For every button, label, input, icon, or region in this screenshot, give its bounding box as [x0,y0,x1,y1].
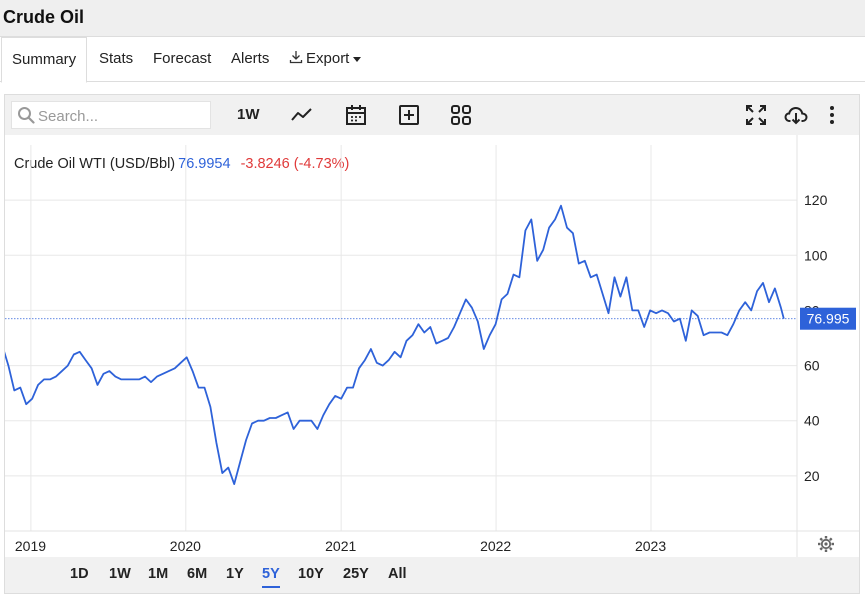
tab-forecast-label: Forecast [153,50,212,67]
range-button-1d[interactable]: 1D [70,566,89,582]
tab-stats-label: Stats [99,50,134,67]
tab-stats[interactable]: Stats [99,37,133,82]
y-tick-label: 120 [804,192,828,208]
chart-plot[interactable]: 204060801001202019202020212022202376.995 [5,135,859,557]
x-tick-label: 2022 [480,538,511,554]
caret-down-icon [353,56,362,62]
tab-bar: Summary Stats Forecast Alerts Export [0,37,865,83]
range-button-all[interactable]: All [388,566,407,582]
legend-value: 76.9954 [178,156,231,172]
range-button-6m[interactable]: 6M [187,566,208,582]
grid-icon[interactable] [449,103,473,127]
legend-change: -3.8246 (-4.73%) [240,156,350,172]
tab-export-label: Export [306,50,350,67]
range-button-1m[interactable]: 1M [148,566,169,582]
last-value-marker [800,307,856,330]
plus-square-icon[interactable] [397,103,421,127]
download-icon [289,51,303,64]
search-icon [18,107,35,124]
title-bar: Crude Oil [0,0,865,37]
chart-panel: 1W [4,94,860,594]
y-tick-label: 20 [804,468,820,484]
range-button-25y[interactable]: 25Y [343,566,369,582]
chart-legend: Crude Oil WTI (USD/Bbl) 76.9954 -3.8246 (-… [14,156,349,172]
range-button-1y[interactable]: 1Y [226,566,244,582]
y-tick-label: 40 [804,413,820,429]
more-vertical-icon[interactable] [820,103,844,127]
interval-button[interactable]: 1W [237,106,260,123]
range-button-5y[interactable]: 5Y [262,566,280,588]
calendar-icon[interactable] [344,103,368,127]
x-tick-label: 2023 [635,538,666,554]
line-chart-icon[interactable] [290,103,314,127]
x-tick-label: 2019 [15,538,46,554]
range-button-10y[interactable]: 10Y [298,566,324,582]
last-value-label: 76.995 [807,311,850,327]
y-tick-label: 100 [804,247,828,263]
chart-toolbar: 1W [5,95,859,135]
tab-alerts-label: Alerts [231,50,270,67]
legend-series-name: Crude Oil WTI (USD/Bbl) [14,156,176,172]
settings-gear-icon[interactable] [818,536,834,552]
range-button-1w[interactable]: 1W [109,566,131,582]
cloud-download-icon[interactable] [784,103,808,127]
search-input[interactable] [38,106,203,126]
x-tick-label: 2020 [170,538,201,554]
tab-summary[interactable]: Summary [1,37,88,83]
range-bar: 1D 1W 1M 6M 1Y 5Y 10Y 25Y All [5,557,859,593]
tab-forecast[interactable]: Forecast [153,37,211,82]
series-line [5,204,785,485]
tab-alerts[interactable]: Alerts [231,37,269,82]
search-box [11,101,211,129]
y-tick-label: 60 [804,358,820,374]
x-tick-label: 2021 [325,538,356,554]
fullscreen-icon[interactable] [744,103,768,127]
tab-export[interactable]: Export [289,37,362,82]
tab-summary-label: Summary [12,51,77,68]
page-title: Crude Oil [3,7,85,27]
